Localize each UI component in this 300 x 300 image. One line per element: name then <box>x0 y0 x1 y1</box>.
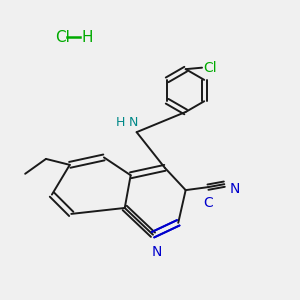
Text: H: H <box>82 30 93 45</box>
Text: N: N <box>230 182 240 196</box>
Text: Cl: Cl <box>55 30 70 45</box>
Text: N: N <box>129 116 138 129</box>
Text: H: H <box>116 116 125 129</box>
Text: C: C <box>203 196 213 210</box>
Text: Cl: Cl <box>203 61 217 75</box>
Text: N: N <box>152 245 162 259</box>
